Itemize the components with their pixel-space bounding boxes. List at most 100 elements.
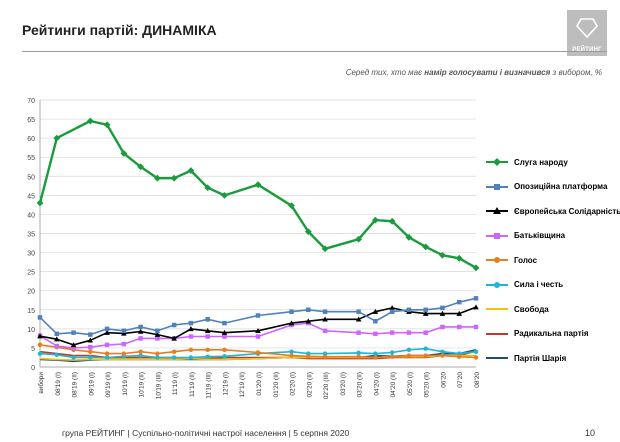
data-point: [306, 307, 311, 313]
data-point: [104, 355, 110, 360]
data-point: [289, 309, 294, 314]
data-point: [138, 349, 143, 354]
data-point: [188, 320, 194, 326]
data-point: [455, 254, 463, 262]
data-point: [121, 341, 127, 347]
logo: РЕЙТИНГ: [567, 10, 607, 56]
data-point: [356, 309, 361, 314]
data-point: [473, 324, 479, 330]
data-point: [255, 350, 261, 355]
y-tick-label: 35: [27, 232, 35, 239]
x-tick-label: 12'19 (I): [222, 372, 229, 396]
x-tick-label: 09'19 (II): [105, 372, 112, 397]
data-point: [222, 354, 227, 359]
data-point: [54, 331, 60, 337]
data-point: [473, 355, 479, 360]
data-point: [205, 347, 210, 353]
y-tick-label: 25: [27, 270, 35, 277]
data-point: [103, 121, 111, 129]
data-point: [456, 354, 462, 359]
data-point: [171, 355, 177, 360]
data-point: [473, 349, 479, 354]
y-tick-label: 5: [31, 346, 35, 353]
legend-marker-icon: [486, 308, 508, 311]
data-point: [104, 351, 110, 356]
data-point: [121, 351, 127, 356]
x-tick-label: 10'19 (III): [155, 372, 162, 399]
data-point: [171, 349, 177, 354]
data-point: [104, 329, 110, 335]
data-point: [322, 309, 328, 314]
data-point: [373, 331, 378, 337]
y-tick-label: 50: [27, 174, 35, 181]
data-point: [255, 313, 261, 318]
data-point: [88, 344, 93, 350]
y-tick-label: 55: [27, 155, 35, 162]
chart-subtitle: Серед тих, хто має намір голосувати і ви…: [346, 68, 602, 77]
data-point: [86, 117, 94, 125]
page-number: 10: [584, 428, 595, 438]
data-point: [254, 181, 262, 189]
y-tick-label: 60: [27, 136, 35, 143]
legend-item: Партія Шарія: [485, 346, 615, 371]
data-point: [87, 337, 94, 343]
x-tick-label: 11'19 (I): [172, 372, 179, 395]
legend-item: Свобода: [485, 297, 615, 322]
data-point: [37, 315, 43, 320]
legend-marker-icon: [486, 207, 508, 215]
data-point: [138, 353, 143, 358]
x-tick-label: 04'20 (I): [373, 372, 380, 396]
data-point: [53, 134, 61, 142]
legend-marker-icon: [486, 158, 508, 167]
data-point: [373, 318, 378, 324]
data-point: [37, 333, 43, 339]
y-tick-label: 40: [27, 212, 35, 219]
legend-item: Голос: [485, 248, 615, 273]
series-line: [39, 344, 477, 359]
data-point: [306, 354, 311, 359]
data-point: [104, 342, 110, 348]
data-point: [423, 346, 428, 351]
page-title: Рейтинги партій: ДИНАМІКА: [22, 22, 217, 38]
data-point: [188, 334, 194, 339]
x-tick-label: 06'20: [440, 372, 447, 388]
x-tick-label: 01'20 (I): [256, 372, 263, 396]
legend-label: Опозиційна платформа: [514, 182, 608, 192]
data-point: [423, 353, 428, 358]
legend-marker-icon: [486, 281, 508, 288]
data-point: [53, 336, 60, 342]
legend-marker-icon: [486, 232, 508, 239]
data-point: [288, 320, 295, 326]
data-point: [456, 310, 463, 316]
data-point: [255, 334, 261, 339]
legend-label: Радикальна партія: [514, 329, 589, 339]
data-point: [70, 342, 77, 348]
legend-label: Голос: [514, 255, 538, 265]
footer-text: група РЕЙТИНГ | Суспільно-політичні наст…: [62, 428, 350, 438]
series-line: [39, 322, 476, 349]
data-point: [322, 328, 328, 334]
data-point: [187, 167, 195, 174]
data-point: [356, 350, 361, 356]
data-point: [37, 351, 43, 356]
data-point: [456, 324, 462, 330]
data-point: [71, 330, 76, 335]
data-point: [221, 329, 228, 335]
legend-item: Батьківщина: [485, 224, 615, 249]
data-point: [222, 347, 227, 353]
series-line: [39, 354, 476, 361]
data-point: [356, 354, 361, 359]
y-tick-label: 10: [27, 327, 35, 334]
data-point: [305, 318, 312, 324]
x-tick-label: 03'20 (I): [340, 372, 347, 396]
legend-label: Європейська Солідарність: [514, 206, 620, 216]
x-tick-label: 08'20: [474, 372, 481, 388]
series-line: [39, 297, 477, 336]
data-point: [138, 336, 143, 341]
data-point: [439, 310, 446, 316]
data-point: [405, 233, 413, 241]
data-point: [406, 307, 412, 313]
logo-graphic-icon: [576, 18, 598, 39]
x-tick-label: 10'19 (II): [139, 372, 146, 397]
